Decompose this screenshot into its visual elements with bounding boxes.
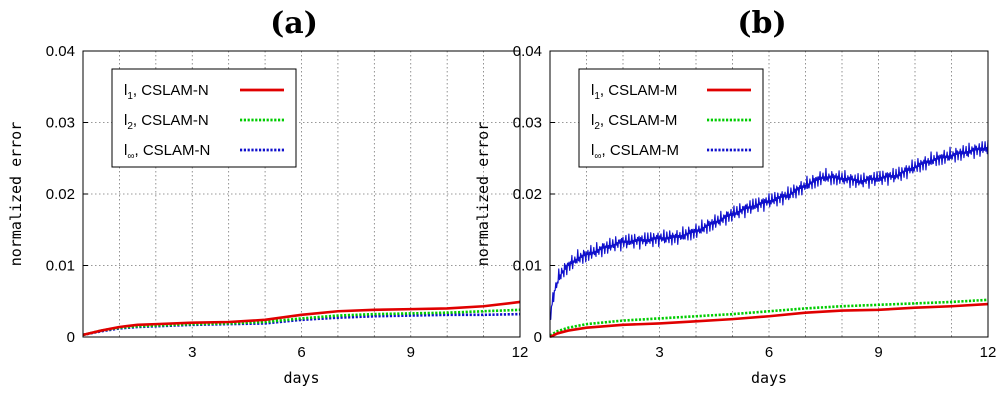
legend-label: l2, CSLAM-M <box>591 112 677 132</box>
x-tick-label: 3 <box>655 344 663 361</box>
chart-panel-a: (a) 0 0.01 0.02 0.03 0.04 3 6 9 12 days normaliz… <box>7 6 528 387</box>
series-line-1 <box>82 300 521 337</box>
x-tick-label: 9 <box>874 344 882 361</box>
ticks-b: 0 0.01 0.02 0.03 0.04 3 6 9 12 <box>513 43 997 361</box>
legend-entry: l∞, CSLAM-M <box>591 142 751 162</box>
x-tick-label: 12 <box>980 344 997 361</box>
series-line-2 <box>549 298 989 337</box>
x-tick-label: 6 <box>765 344 773 361</box>
legend-b: l1, CSLAM-M l2, CSLAM-M l∞, CSLAM-M <box>578 68 764 168</box>
x-tick-label: 12 <box>512 344 529 361</box>
legend-label: l1, CSLAM-N <box>124 82 209 102</box>
legend-entry: l1, CSLAM-M <box>591 82 751 102</box>
legend-entry: l2, CSLAM-N <box>124 112 284 132</box>
legend-a: l1, CSLAM-N l2, CSLAM-N l∞, CSLAM-N <box>111 68 297 168</box>
y-axis-label-a: normalized error <box>7 122 25 267</box>
chart-title-b: (b) <box>737 6 786 41</box>
x-axis-label-b: days <box>751 369 787 387</box>
series-layer-b <box>549 140 989 339</box>
legend-box <box>111 68 297 168</box>
y-tick-label: 0.01 <box>46 258 75 275</box>
chart-title-a: (a) <box>270 6 318 41</box>
y-tick-label: 0 <box>67 329 75 346</box>
legend-entry: l2, CSLAM-M <box>591 112 751 132</box>
legend-label: l∞, CSLAM-N <box>124 142 210 162</box>
legend-label: l∞, CSLAM-M <box>591 142 679 162</box>
x-tick-label: 3 <box>188 344 196 361</box>
legend-box <box>578 68 764 168</box>
x-tick-label: 6 <box>297 344 305 361</box>
ticks-a: 0 0.01 0.02 0.03 0.04 3 6 9 12 <box>46 43 529 361</box>
y-tick-label: 0.02 <box>513 186 542 203</box>
legend-entry: l1, CSLAM-N <box>124 82 284 102</box>
series-line-1 <box>549 302 989 339</box>
chart-panel-b: (b) 0 0.01 0.02 0.03 0.04 3 6 9 12 days normaliz… <box>474 6 996 387</box>
y-tick-label: 0.03 <box>513 115 542 132</box>
y-tick-label: 0.03 <box>46 115 75 132</box>
y-axis-label-b: normalized error <box>474 122 492 267</box>
y-tick-label: 0.02 <box>46 186 75 203</box>
series-layer-a <box>82 300 521 337</box>
series-line-inf <box>549 140 989 320</box>
legend-label: l2, CSLAM-N <box>124 112 209 132</box>
x-axis-label-a: days <box>283 369 319 387</box>
y-tick-label: 0 <box>534 329 542 346</box>
y-tick-label: 0.04 <box>513 43 542 60</box>
x-tick-label: 9 <box>407 344 415 361</box>
legend-entry: l∞, CSLAM-N <box>124 142 284 162</box>
legend-label: l1, CSLAM-M <box>591 82 677 102</box>
y-tick-label: 0.01 <box>513 258 542 275</box>
y-tick-label: 0.04 <box>46 43 75 60</box>
